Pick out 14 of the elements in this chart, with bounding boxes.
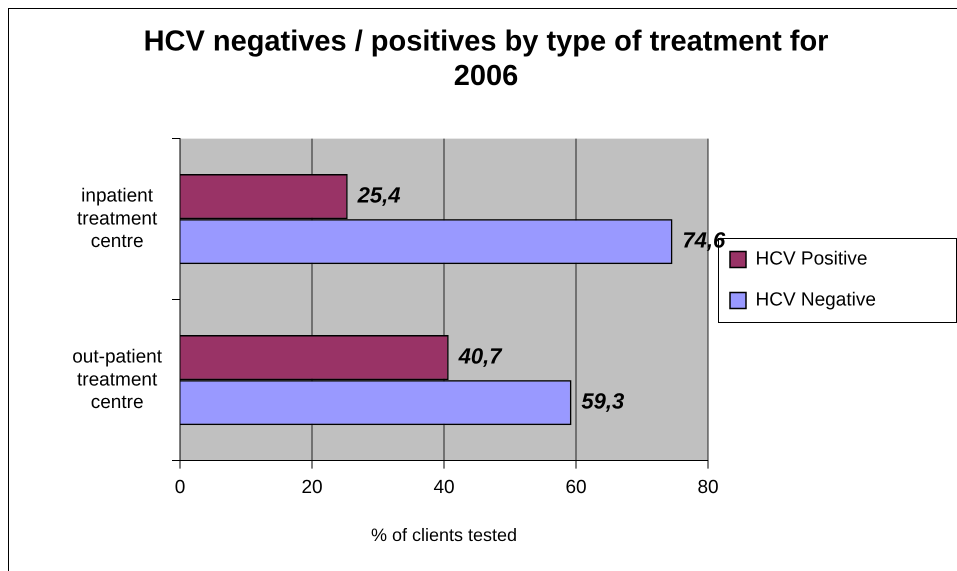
legend-label: HCV Negative <box>756 290 876 311</box>
chart-title: HCV negatives / positives by type of treatment for 2006 <box>144 25 828 92</box>
data-label: 59,3 <box>581 388 624 414</box>
x-tick-label: 0 <box>174 477 186 498</box>
y-tick-label: out-patient treatment centre <box>72 346 163 414</box>
y-tick-label: inpatient treatment centre <box>76 186 158 252</box>
x-tick-label: 80 <box>697 477 719 498</box>
data-label: 25,4 <box>356 182 400 208</box>
x-tick-label: 40 <box>433 477 455 498</box>
x-tick-label: 20 <box>301 477 323 498</box>
x-axis-title: % of clients tested <box>370 525 518 546</box>
data-label: 40,7 <box>458 344 504 369</box>
x-tick-label: 60 <box>565 477 587 498</box>
legend-label: HCV Positive <box>756 248 868 270</box>
